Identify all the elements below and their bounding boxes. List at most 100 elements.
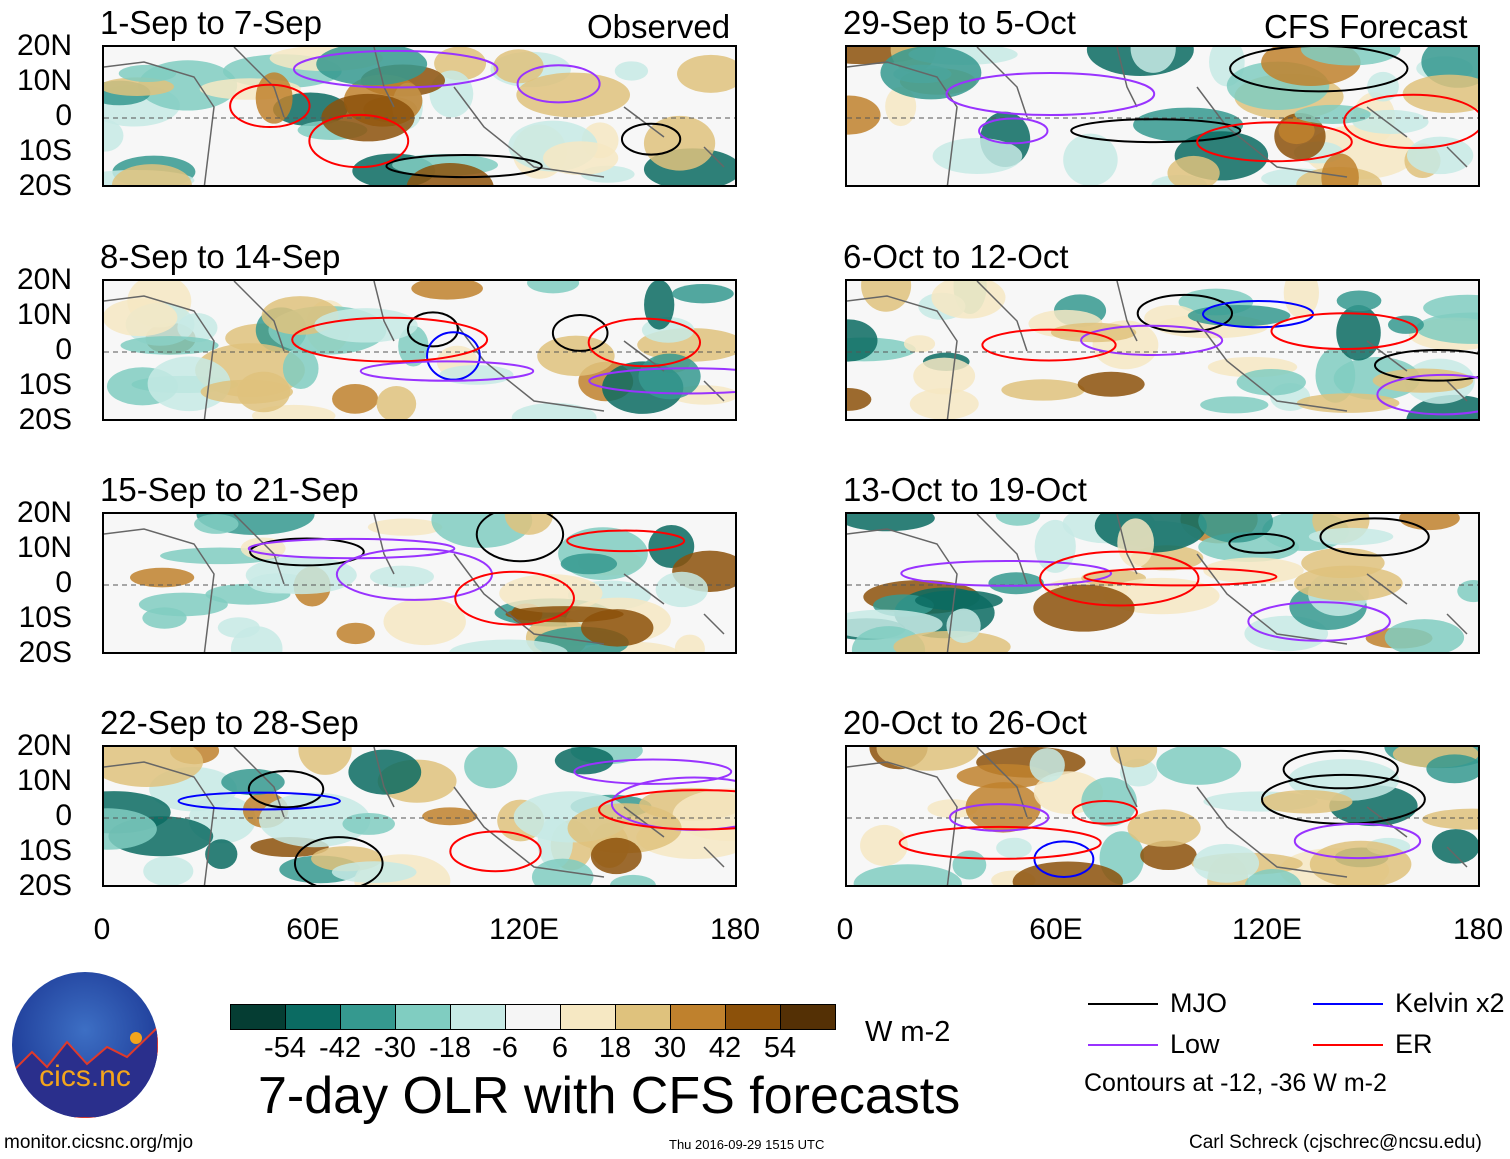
low-contour	[1080, 324, 1224, 356]
colorbar-swatch	[396, 1005, 451, 1029]
footer-author: Carl Schreck (cjschrec@ncsu.edu)	[1189, 1132, 1482, 1153]
olr-anomaly-blob	[383, 598, 466, 646]
lat-label: 10S	[18, 134, 72, 167]
er-contour	[566, 529, 686, 553]
mjo-contour	[1319, 517, 1430, 557]
olr-anomaly-blob	[332, 384, 379, 414]
footer-url[interactable]: monitor.cicsnc.org/mjo	[4, 1132, 194, 1153]
olr-anomaly-blob	[1384, 619, 1465, 652]
low-contour	[516, 64, 601, 104]
olr-anomaly-blob	[104, 77, 175, 96]
olr-anomaly-blob	[554, 747, 614, 775]
olr-anomaly-blob	[1127, 809, 1201, 847]
lat-label: 10N	[16, 531, 72, 564]
panel-title: 13-Oct to 19-Oct	[843, 471, 1087, 508]
olr-anomaly-blob	[331, 861, 417, 883]
olr-anomaly-blob	[342, 812, 395, 835]
olr-anomaly-blob	[847, 95, 881, 135]
olr-anomaly-blob	[1422, 808, 1478, 830]
olr-anomaly-blob	[1130, 47, 1176, 73]
olr-anomaly-blob	[104, 747, 204, 787]
mjo-contour	[293, 836, 384, 885]
olr-anomaly-blob	[1321, 153, 1359, 185]
colorbar-swatch	[286, 1005, 341, 1029]
olr-anomaly-blob	[1193, 843, 1260, 883]
olr-anomaly-blob	[903, 335, 936, 353]
mjo-contour	[247, 769, 325, 809]
colorbar-label: 6	[551, 1032, 569, 1064]
mjo-contour	[385, 153, 543, 179]
colorbar-label: -30	[374, 1032, 416, 1064]
panel-title: 22-Sep to 28-Sep	[100, 704, 359, 741]
colorbar-label: -42	[319, 1032, 361, 1064]
olr-anomaly-blob	[1426, 754, 1478, 784]
colorbar-label: -6	[492, 1032, 518, 1064]
olr-anomaly-blob	[614, 61, 649, 81]
figure-title: 7-day OLR with CFS forecasts	[258, 1067, 961, 1125]
er-contour	[587, 317, 702, 368]
mjo-contour	[249, 537, 365, 567]
olr-anomaly-blob	[847, 388, 872, 411]
olr-map-panel	[102, 45, 737, 187]
olr-anomaly-blob	[853, 864, 962, 885]
coastline	[847, 47, 1468, 185]
olr-anomaly-blob	[316, 47, 428, 86]
olr-anomaly-blob	[200, 379, 293, 404]
lon-label: 180	[709, 913, 761, 946]
kelvin-contour	[426, 331, 481, 381]
olr-anomaly-blob	[1406, 136, 1474, 175]
lat-label: 0	[55, 566, 72, 599]
legend-mjo: MJO	[1088, 988, 1227, 1019]
olr-anomaly-blob	[118, 64, 177, 83]
er-contour	[1270, 312, 1419, 350]
olr-anomaly-blob	[367, 518, 443, 536]
lon-label: 180	[1452, 913, 1504, 946]
lat-label: 0	[55, 99, 72, 132]
olr-anomaly-blob	[120, 336, 219, 355]
olr-anomaly-blob	[194, 514, 239, 534]
olr-anomaly-blob	[1293, 565, 1403, 601]
panel-title: 8-Sep to 14-Sep	[100, 238, 341, 275]
colorbar-label: 54	[763, 1032, 797, 1064]
footer-timestamp: Thu 2016-09-29 1515 UTC	[669, 1137, 825, 1152]
olr-anomaly-blob	[104, 298, 178, 337]
lat-label: 20S	[18, 636, 72, 669]
olr-anomaly-blob	[1261, 790, 1353, 814]
lat-label: 20N	[16, 496, 72, 529]
olr-anomaly-blob	[464, 747, 518, 789]
olr-anomaly-blob	[1077, 371, 1145, 397]
olr-anomaly-blob	[245, 555, 357, 595]
olr-anomaly-blob	[516, 72, 631, 118]
olr-anomaly-blob	[674, 634, 705, 652]
olr-anomaly-blob	[956, 763, 1051, 789]
olr-anomaly-blob	[1367, 71, 1399, 102]
olr-anomaly-blob	[1308, 527, 1394, 546]
olr-map-panel	[845, 279, 1480, 421]
olr-anomaly-blob	[1156, 747, 1242, 785]
olr-anomaly-blob	[560, 553, 618, 575]
mjo-contour	[1136, 293, 1234, 333]
olr-anomaly-blob	[1244, 868, 1302, 885]
olr-anomaly-blob	[1236, 369, 1306, 396]
legend-er: ER	[1313, 1029, 1433, 1060]
olr-anomaly-blob	[111, 164, 192, 185]
lat-label: 20S	[18, 869, 72, 902]
olr-anomaly-blob	[965, 782, 1041, 833]
olr-anomaly-blob	[893, 630, 1011, 652]
olr-anomaly-blob	[177, 313, 218, 343]
er-contour	[898, 825, 1102, 860]
forecast-header: CFS Forecast	[1264, 8, 1468, 45]
olr-anomaly-blob	[932, 138, 1023, 175]
olr-anomaly-blob	[537, 335, 615, 377]
legend-kelvin: Kelvin x2	[1313, 988, 1505, 1019]
olr-anomaly-blob	[104, 119, 124, 152]
olr-anomaly-blob	[1336, 290, 1382, 312]
colorbar-swatch	[671, 1005, 726, 1029]
er-contour	[1083, 567, 1278, 587]
er-contour	[308, 113, 410, 169]
olr-anomaly-blob	[1402, 74, 1478, 113]
low-contour	[1376, 373, 1478, 416]
olr-anomaly-blob	[847, 514, 935, 532]
low-contour	[573, 758, 733, 785]
er-contour	[1071, 800, 1138, 825]
